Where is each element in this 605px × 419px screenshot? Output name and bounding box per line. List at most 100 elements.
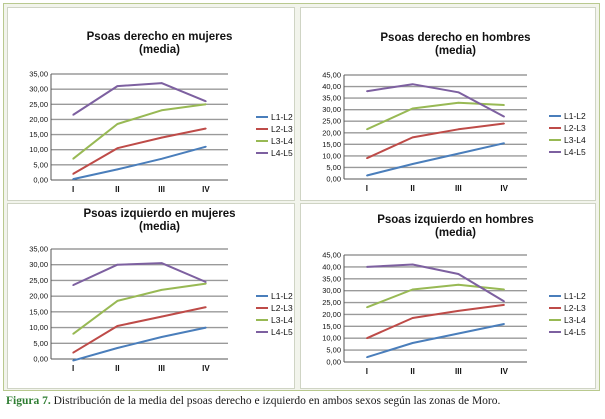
y-tick-label: 40,00 bbox=[322, 262, 341, 271]
legend-label: L2-L3 bbox=[564, 303, 586, 313]
data-point bbox=[72, 173, 74, 175]
data-point bbox=[366, 306, 368, 309]
line-chart: Psoas izquierdo en mujeres(media) 0,00 5,0… bbox=[29, 208, 293, 373]
data-point bbox=[205, 127, 207, 130]
y-tick-label: 10,00 bbox=[29, 145, 48, 154]
legend-label: L2-L3 bbox=[271, 303, 293, 313]
y-tick-label: 20,00 bbox=[322, 310, 341, 319]
y-tick-label: 20,00 bbox=[29, 115, 48, 124]
legend-label: L2-L3 bbox=[564, 123, 586, 133]
data-point bbox=[205, 281, 207, 283]
data-point bbox=[205, 103, 207, 106]
data-point bbox=[503, 122, 505, 125]
y-tick-label: 5,00 bbox=[33, 339, 48, 348]
data-point bbox=[116, 85, 119, 87]
data-point bbox=[205, 145, 207, 148]
legend-label: L3-L4 bbox=[271, 136, 293, 146]
data-point bbox=[366, 157, 368, 159]
x-tick-label: II bbox=[115, 364, 119, 373]
chart-title-line1: Psoas derecho en mujeres bbox=[87, 31, 233, 43]
data-point bbox=[503, 142, 505, 144]
data-point bbox=[411, 342, 414, 344]
data-point bbox=[503, 115, 505, 118]
data-point bbox=[366, 128, 368, 131]
data-point bbox=[457, 101, 460, 104]
data-point bbox=[72, 333, 74, 335]
series-line-l1-l2 bbox=[366, 323, 505, 359]
chart-title-line1: Psoas izquierdo en hombres bbox=[377, 214, 534, 226]
data-point bbox=[457, 310, 460, 312]
x-tick-label: III bbox=[455, 367, 462, 376]
data-point bbox=[411, 288, 414, 291]
data-point bbox=[366, 174, 368, 177]
line-chart: Psoas derecho en mujeres(media) 0,00 5,00 1… bbox=[29, 31, 293, 194]
series-line-l2-l3 bbox=[72, 127, 207, 175]
y-tick-label: 30,00 bbox=[29, 85, 48, 94]
y-tick-label: 15,00 bbox=[29, 307, 48, 316]
y-tick-label: 35,00 bbox=[322, 274, 341, 283]
chart-title-line2: (media) bbox=[435, 227, 476, 239]
y-tick-label: 15,00 bbox=[322, 140, 341, 149]
data-point bbox=[116, 147, 119, 149]
y-tick-label: 10,00 bbox=[29, 323, 48, 332]
legend-label: L4-L5 bbox=[271, 327, 293, 337]
data-point bbox=[116, 168, 119, 171]
data-point bbox=[116, 300, 119, 302]
y-tick-label: 15,00 bbox=[29, 130, 48, 139]
legend-label: L2-L3 bbox=[271, 124, 293, 134]
series-line-l4-l5 bbox=[366, 263, 505, 303]
y-tick-label: 5,00 bbox=[326, 346, 341, 355]
data-point bbox=[72, 351, 74, 354]
data-point bbox=[503, 104, 505, 106]
x-tick-label: IV bbox=[500, 184, 508, 193]
data-point bbox=[457, 283, 460, 286]
series-line-l2-l3 bbox=[72, 306, 207, 354]
legend-label: L1-L2 bbox=[564, 291, 586, 301]
chart-panel-psoas-derecho-hombres: Psoas derecho en hombres (media) 0,00 5,00 1… bbox=[300, 7, 596, 201]
series-line-l3-l4 bbox=[72, 282, 207, 335]
series-line-l4-l5 bbox=[366, 83, 505, 118]
chart-title-line2: (media) bbox=[139, 44, 180, 56]
data-point bbox=[457, 128, 460, 131]
data-point bbox=[116, 263, 119, 266]
x-tick-label: I bbox=[366, 184, 368, 193]
caption-label: Figura 7. bbox=[6, 395, 51, 407]
data-point bbox=[72, 114, 74, 116]
series-line-l1-l2 bbox=[72, 145, 207, 181]
chart-title-line1: Psoas derecho en hombres bbox=[380, 32, 530, 44]
y-tick-label: 20,00 bbox=[322, 128, 341, 137]
data-point bbox=[205, 282, 207, 285]
x-tick-label: III bbox=[455, 184, 462, 193]
x-tick-label: II bbox=[410, 184, 414, 193]
y-tick-label: 25,00 bbox=[322, 298, 341, 307]
data-point bbox=[411, 317, 414, 319]
data-point bbox=[366, 337, 368, 340]
x-tick-label: I bbox=[72, 364, 74, 373]
series-line-l2-l3 bbox=[366, 303, 505, 340]
line-chart: Psoas izquierdo en hombres(media) 0,00 5,0… bbox=[322, 214, 586, 376]
data-point bbox=[116, 123, 119, 125]
data-point bbox=[366, 356, 368, 359]
x-tick-label: IV bbox=[202, 185, 210, 194]
legend-label: L3-L4 bbox=[564, 315, 586, 325]
data-point bbox=[503, 300, 505, 303]
data-point bbox=[411, 263, 414, 266]
y-tick-label: 15,00 bbox=[322, 322, 341, 331]
chart-panel-psoas-izquierdo-mujeres: Psoas izquierdo en mujeres (media) 0,00 5,0… bbox=[7, 203, 295, 389]
data-point bbox=[160, 82, 163, 84]
data-point bbox=[72, 178, 74, 180]
y-tick-label: 5,00 bbox=[326, 163, 341, 172]
y-tick-label: 25,00 bbox=[322, 117, 341, 126]
chart-title-line1: Psoas izquierdo en mujeres bbox=[83, 208, 235, 220]
data-point bbox=[160, 158, 163, 160]
data-point bbox=[366, 266, 368, 268]
y-tick-label: 45,00 bbox=[322, 251, 341, 260]
data-point bbox=[160, 289, 163, 291]
legend-label: L1-L2 bbox=[564, 111, 586, 121]
data-point bbox=[72, 284, 74, 286]
x-tick-label: III bbox=[158, 364, 165, 373]
x-tick-label: II bbox=[115, 185, 119, 194]
x-tick-label: II bbox=[410, 367, 414, 376]
figure-frame: Psoas derecho en mujeres (media) 0,00 5,00 1… bbox=[3, 3, 600, 391]
y-tick-label: 5,00 bbox=[33, 160, 48, 169]
